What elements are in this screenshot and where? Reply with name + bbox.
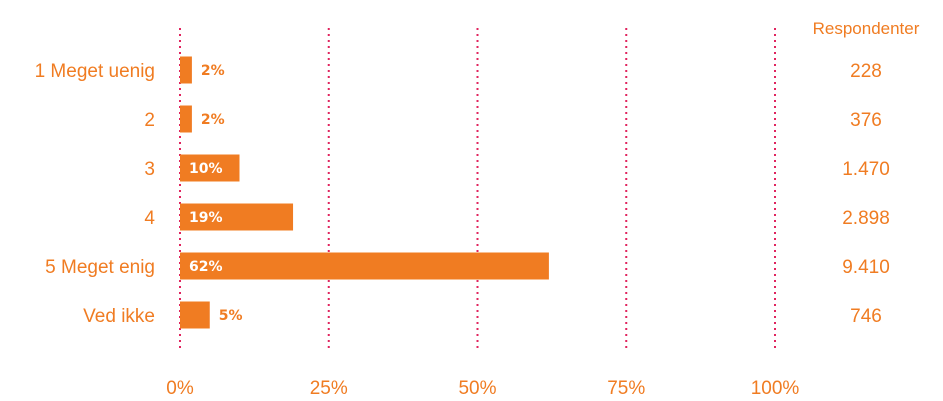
category-label: 3: [144, 159, 155, 180]
respondent-count: 2.898: [842, 208, 890, 229]
category-label: 5 Meget enig: [45, 257, 155, 278]
category-label: 1 Meget uenig: [35, 61, 155, 82]
respondents-header: Respondenter: [813, 19, 920, 38]
bar-value-label: 19%: [189, 210, 223, 226]
x-tick-label: 0%: [166, 378, 194, 399]
bar: [180, 105, 192, 133]
bar-value-label: 2%: [201, 112, 225, 128]
category-label: 4: [144, 208, 155, 229]
respondent-count: 746: [850, 306, 882, 327]
x-tick-label: 25%: [310, 378, 348, 399]
category-label: Ved ikke: [83, 306, 155, 327]
bar: [180, 301, 210, 329]
bar-value-label: 62%: [189, 259, 223, 275]
bar: [180, 154, 240, 182]
bars: [180, 56, 549, 329]
respondent-count: 376: [850, 110, 882, 131]
x-tick-label: 50%: [458, 378, 496, 399]
respondent-count: 1.470: [842, 159, 890, 180]
bar: [180, 203, 294, 231]
labels: 0% 25% 50% 75% 100% 2% 1 Meget uenig 228 2% 2 376 1…: [35, 61, 890, 399]
bar-value-label: 5%: [219, 308, 243, 324]
bar: [180, 56, 192, 84]
x-tick-label: 100%: [751, 378, 800, 399]
respondent-count: 228: [850, 61, 882, 82]
grid-lines: [179, 28, 776, 352]
category-label: 2: [144, 110, 155, 131]
x-tick-label: 75%: [607, 378, 645, 399]
bar-value-label: 2%: [201, 63, 225, 79]
respondent-count: 9.410: [842, 257, 890, 278]
bar: [180, 252, 549, 280]
bar-value-label: 10%: [189, 161, 223, 177]
